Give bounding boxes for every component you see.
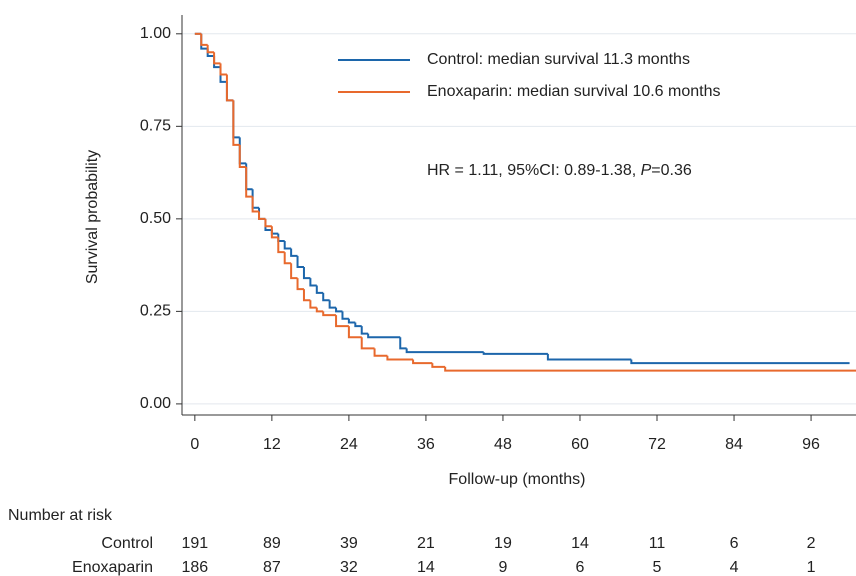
survival-step (302, 266, 311, 280)
risk-count: 14 (417, 559, 435, 576)
x-tick-label: 60 (571, 436, 589, 453)
survival-step (630, 359, 850, 365)
x-tick-label: 12 (263, 436, 281, 453)
survival-step (546, 353, 632, 361)
survival-step (290, 248, 298, 257)
x-tick-label: 72 (648, 436, 666, 453)
survival-step (373, 348, 388, 357)
survival-step (322, 311, 337, 317)
x-tick-label: 96 (802, 436, 820, 453)
y-tick-label: 0.75 (140, 118, 171, 135)
risk-count: 14 (571, 535, 589, 552)
survival-step (360, 326, 369, 335)
survival-step (335, 315, 349, 328)
legend-label: Enoxaparin: median survival 10.6 months (427, 83, 721, 100)
risk-count: 2 (807, 535, 816, 552)
survival-step (328, 300, 337, 309)
survival-step (296, 255, 304, 268)
risk-count: 9 (498, 559, 507, 576)
survival-step (309, 278, 317, 287)
survival-step (322, 292, 330, 302)
risk-row-label: Control (101, 535, 153, 552)
survival-step (399, 337, 407, 350)
y-axis-label: Survival probability (84, 150, 101, 284)
survival-step (283, 252, 292, 265)
y-tick-label: 0.00 (140, 395, 171, 412)
survival-step (296, 278, 304, 291)
annotation-text: HR = 1.11, 95%CI: 0.89-1.38, (427, 162, 641, 179)
annotation: HR = 1.11, 95%CI: 0.89-1.38, P=0.36 (427, 162, 692, 179)
survival-step (206, 44, 215, 54)
risk-count: 5 (653, 559, 662, 576)
survival-step (258, 211, 266, 220)
survival-step (270, 226, 279, 239)
legend-label: Control: median survival 11.3 months (427, 51, 690, 68)
survival-step (315, 307, 324, 313)
x-tick-label: 24 (340, 436, 358, 453)
survival-step (283, 241, 292, 250)
survival-step (264, 218, 272, 228)
x-axis-label: Follow-up (months) (449, 471, 586, 488)
survival-step (341, 311, 349, 320)
risk-count: 39 (340, 535, 358, 552)
survival-step (335, 307, 343, 313)
survival-step (232, 100, 240, 146)
survival-step (367, 333, 401, 339)
risk-count: 4 (730, 559, 739, 576)
survival-step (412, 359, 433, 365)
x-tick-label: 36 (417, 436, 435, 453)
risk-count: 1 (807, 559, 816, 576)
annotation-text: =0.36 (651, 162, 692, 179)
survival-step (200, 33, 208, 46)
survival-step (245, 167, 253, 198)
risk-count: 87 (263, 559, 281, 576)
risk-count: 19 (494, 535, 512, 552)
survival-step (347, 326, 362, 339)
survival-step (482, 352, 548, 355)
survival-step (213, 52, 221, 65)
survival-step (290, 263, 298, 280)
risk-count: 11 (649, 535, 666, 552)
risk-title: Number at risk (8, 507, 113, 524)
survival-step (354, 322, 362, 328)
x-tick-label: 48 (494, 436, 512, 453)
survival-step (277, 237, 285, 254)
survival-step (309, 300, 317, 309)
survival-step (251, 196, 260, 213)
survival-step (219, 63, 227, 76)
risk-count: 32 (340, 559, 358, 576)
risk-count: 6 (730, 535, 739, 552)
y-tick-label: 0.50 (140, 210, 171, 227)
survival-step (347, 318, 356, 324)
risk-count: 89 (263, 535, 281, 552)
risk-count: 6 (576, 559, 585, 576)
risk-count: 186 (181, 559, 208, 576)
risk-count: 191 (181, 535, 208, 552)
x-tick-label: 0 (190, 436, 199, 453)
survival-step (360, 337, 375, 350)
survival-step (225, 74, 234, 102)
y-tick-label: 0.25 (140, 303, 171, 320)
x-tick-label: 84 (725, 436, 743, 453)
risk-row-label: Enoxaparin (72, 559, 153, 576)
y-tick-label: 1.00 (140, 25, 171, 42)
survival-step (444, 366, 856, 372)
risk-count: 21 (417, 535, 435, 552)
survival-step (405, 348, 484, 354)
survival-step (238, 144, 247, 169)
survival-step (302, 289, 311, 302)
survival-step (386, 355, 414, 361)
survival-step (431, 363, 446, 368)
annotation-p: P (641, 162, 652, 179)
survival-step (315, 285, 324, 294)
